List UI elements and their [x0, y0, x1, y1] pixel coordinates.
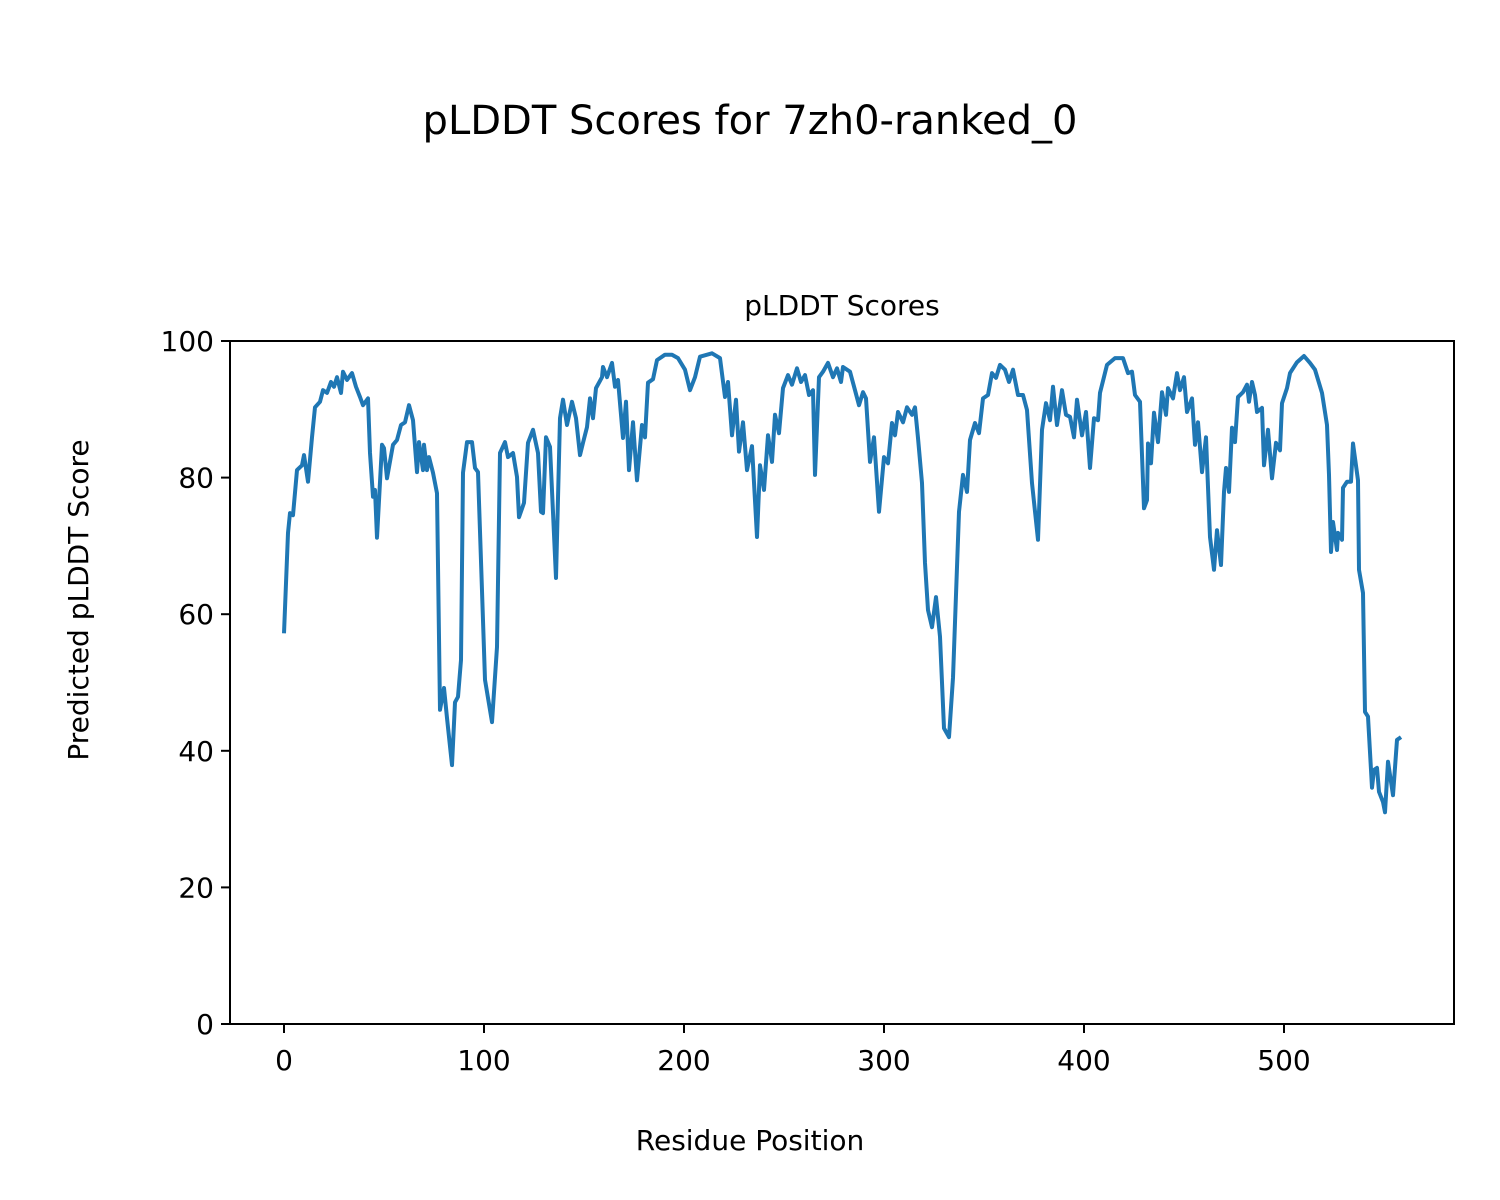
y-tick-label: 80 — [178, 462, 214, 495]
y-tick-label: 0 — [196, 1008, 214, 1041]
x-axis-label: Residue Position — [636, 1124, 864, 1157]
x-tick-label: 100 — [457, 1044, 510, 1077]
y-tick-label: 60 — [178, 598, 214, 631]
axis-ticks: 0 100 200 300 400 500 0 20 40 60 80 100 — [161, 325, 1311, 1077]
x-tick-label: 300 — [857, 1044, 910, 1077]
y-tick-label: 20 — [178, 871, 214, 904]
plot-frame — [229, 340, 1455, 1025]
figure-suptitle: pLDDT Scores for 7zh0-ranked_0 — [423, 98, 1078, 144]
x-tick-label: 0 — [275, 1044, 293, 1077]
axes-title: pLDDT Scores — [744, 289, 940, 322]
x-tick-label: 400 — [1057, 1044, 1110, 1077]
plddt-line — [282, 351, 1403, 815]
y-tick-label: 100 — [161, 325, 214, 358]
x-tick-label: 200 — [657, 1044, 710, 1077]
y-tick-label: 40 — [178, 735, 214, 768]
x-tick-label: 500 — [1257, 1044, 1310, 1077]
y-axis-label: Predicted pLDDT Score — [62, 439, 95, 760]
